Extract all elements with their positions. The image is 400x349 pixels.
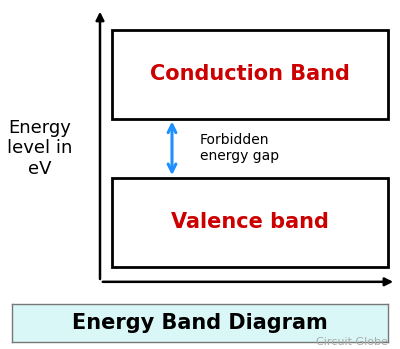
Text: Energy Band Diagram: Energy Band Diagram [72,313,328,333]
Bar [112,30,388,119]
Text: Conduction Band: Conduction Band [150,64,350,84]
Text: Forbidden
energy gap: Forbidden energy gap [200,133,279,163]
Text: Valence band: Valence band [171,213,329,232]
Bar [112,178,388,267]
Text: Circuit Globe: Circuit Globe [316,337,388,347]
Text: Energy
level in
eV: Energy level in eV [7,119,73,178]
